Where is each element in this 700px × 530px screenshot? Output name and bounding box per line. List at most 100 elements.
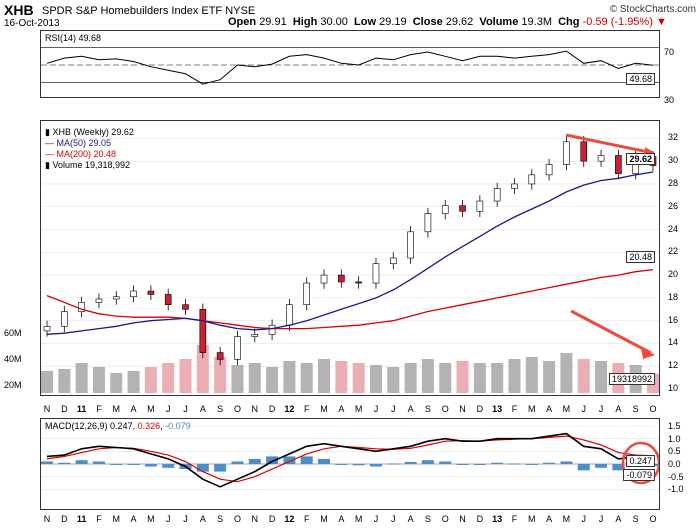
x-tick: J — [598, 404, 604, 414]
x-tick: D — [476, 514, 484, 524]
macd-histogram-bar — [421, 460, 434, 464]
candle-body — [303, 282, 311, 306]
candle-body — [493, 188, 501, 202]
macd-histogram-bar — [369, 464, 382, 467]
candle-body — [441, 205, 449, 214]
brand-watermark[interactable]: © StockCharts.com — [609, 4, 696, 15]
candle-body — [95, 298, 103, 303]
x-tick: J — [581, 514, 586, 524]
candle-body — [338, 274, 345, 283]
x-tick: M — [528, 514, 536, 524]
x-tick: A — [407, 404, 414, 414]
x-tick: F — [303, 514, 310, 524]
macd-histogram-bar — [231, 461, 244, 464]
x-tick: D — [61, 514, 68, 524]
x-tick: J — [373, 514, 379, 524]
x-tick: J — [581, 404, 586, 414]
x-tick: S — [424, 514, 431, 524]
low-value: 29.19 — [379, 16, 407, 28]
volume-bar — [110, 373, 123, 393]
volume-label: Volume — [479, 16, 519, 28]
volume-bar — [473, 363, 486, 393]
close-label: Close — [412, 16, 443, 28]
macd-histogram-bar — [110, 464, 123, 465]
macd-histogram-bar — [41, 461, 53, 464]
volume-bar — [231, 365, 244, 393]
macd-histogram-bar — [214, 464, 227, 472]
price-tick: 18 — [668, 291, 679, 302]
volume-bar — [75, 363, 88, 393]
price-tick: 26 — [668, 200, 679, 211]
exchange: NYSE — [225, 5, 256, 17]
candle-icon: ▮ — [45, 127, 50, 137]
volume-bar — [439, 363, 452, 393]
macd-chart — [41, 425, 661, 490]
candle-body — [459, 205, 466, 212]
macd-legend-prefix: MACD(12,26,9) — [45, 421, 108, 431]
x-tick: M — [112, 514, 121, 524]
volume-bar — [162, 363, 175, 393]
high-label: High — [292, 16, 318, 28]
macd-histogram-bar — [508, 463, 521, 465]
x-tick: A — [199, 404, 206, 414]
x-tick: F — [511, 514, 518, 524]
volume-bar — [196, 345, 209, 393]
candle-body — [597, 155, 605, 162]
last-close-tag: 29.62 — [626, 153, 655, 165]
high-value: 30.00 — [320, 16, 348, 28]
volume-bar — [318, 359, 331, 393]
candle-body — [199, 308, 207, 353]
price-tick: 12 — [668, 360, 679, 371]
macd-histogram-bar — [318, 458, 331, 464]
candle-body — [424, 213, 432, 233]
ma200-line — [46, 268, 654, 330]
vol-tick-40m: 40M — [4, 354, 22, 364]
candle-body — [78, 302, 85, 312]
macd-histogram-bar — [525, 464, 538, 465]
candle-body — [615, 155, 622, 175]
open-label: Open — [228, 16, 257, 28]
candle-body — [43, 326, 51, 332]
x-tick: O — [441, 404, 449, 414]
rsi-chart — [41, 47, 659, 85]
candle-body — [147, 290, 155, 295]
x-tick: J — [391, 404, 396, 414]
volume-bar — [352, 363, 365, 393]
x-tick: D — [268, 404, 276, 414]
macd-hist-last-tag: -0.079 — [623, 469, 655, 481]
x-tick: S — [217, 514, 224, 524]
candle-body — [528, 174, 536, 185]
x-tick: J — [391, 514, 396, 524]
macd-histogram-bar — [75, 460, 88, 464]
volume-icon: ▮ — [45, 160, 50, 170]
volume-bar — [369, 365, 382, 393]
x-tick: M — [562, 514, 571, 524]
volume-bar — [335, 361, 348, 393]
x-tick: F — [96, 404, 102, 414]
x-tick: S — [632, 404, 639, 414]
x-tick: M — [562, 404, 571, 414]
x-tick: N — [43, 404, 51, 414]
macd-histogram-bar — [266, 456, 279, 464]
macd-histogram-bar — [456, 464, 469, 465]
macd-tick: 0.0 — [668, 459, 681, 469]
x-tick: 11 — [76, 514, 87, 524]
x-tick: O — [649, 404, 657, 414]
macd-histogram-bar — [92, 461, 105, 464]
macd-tick: -1.0 — [668, 484, 684, 495]
x-tick: M — [147, 404, 155, 414]
x-tick: N — [43, 514, 51, 524]
x-tick: S — [217, 404, 224, 414]
down-arrow-icon: ▼ — [655, 16, 667, 28]
price-tick: 16 — [668, 314, 679, 325]
candle-body — [61, 311, 68, 327]
x-tick: S — [424, 404, 431, 414]
price-panel: ▮ XHB (Weekly) 29.62 — MA(50) 29.05 — MA… — [40, 120, 660, 396]
price-tick: 10 — [668, 383, 679, 393]
candle-body — [268, 324, 276, 335]
x-tick: M — [112, 404, 121, 414]
x-tick: M — [320, 514, 328, 524]
volume-bar — [491, 363, 504, 393]
macd-histogram-bar — [196, 464, 209, 472]
volume-bar — [404, 363, 417, 393]
